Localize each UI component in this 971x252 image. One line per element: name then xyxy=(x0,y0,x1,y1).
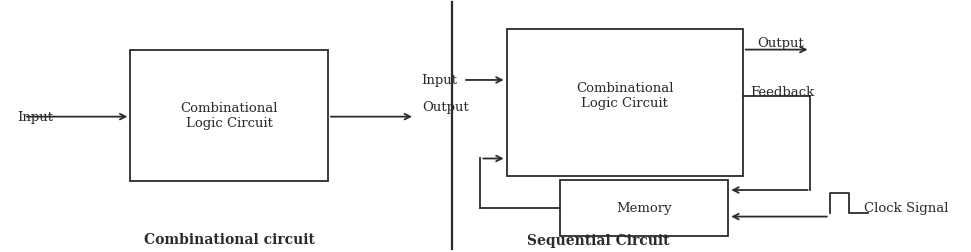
Text: Output: Output xyxy=(757,36,804,49)
Bar xyxy=(507,30,743,176)
Bar xyxy=(130,50,328,181)
Text: Input: Input xyxy=(17,111,53,124)
Text: Combinational
Logic Circuit: Combinational Logic Circuit xyxy=(181,102,278,130)
Bar xyxy=(559,180,728,236)
Text: Feedback: Feedback xyxy=(751,85,815,99)
Text: Sequential Circuit: Sequential Circuit xyxy=(527,233,669,247)
Text: Combinational
Logic Circuit: Combinational Logic Circuit xyxy=(576,82,674,110)
Text: Combinational circuit: Combinational circuit xyxy=(144,232,315,246)
Text: Output: Output xyxy=(422,101,469,114)
Text: Memory: Memory xyxy=(617,201,672,214)
Text: Input: Input xyxy=(421,74,457,87)
Text: Clock Signal: Clock Signal xyxy=(864,201,949,214)
